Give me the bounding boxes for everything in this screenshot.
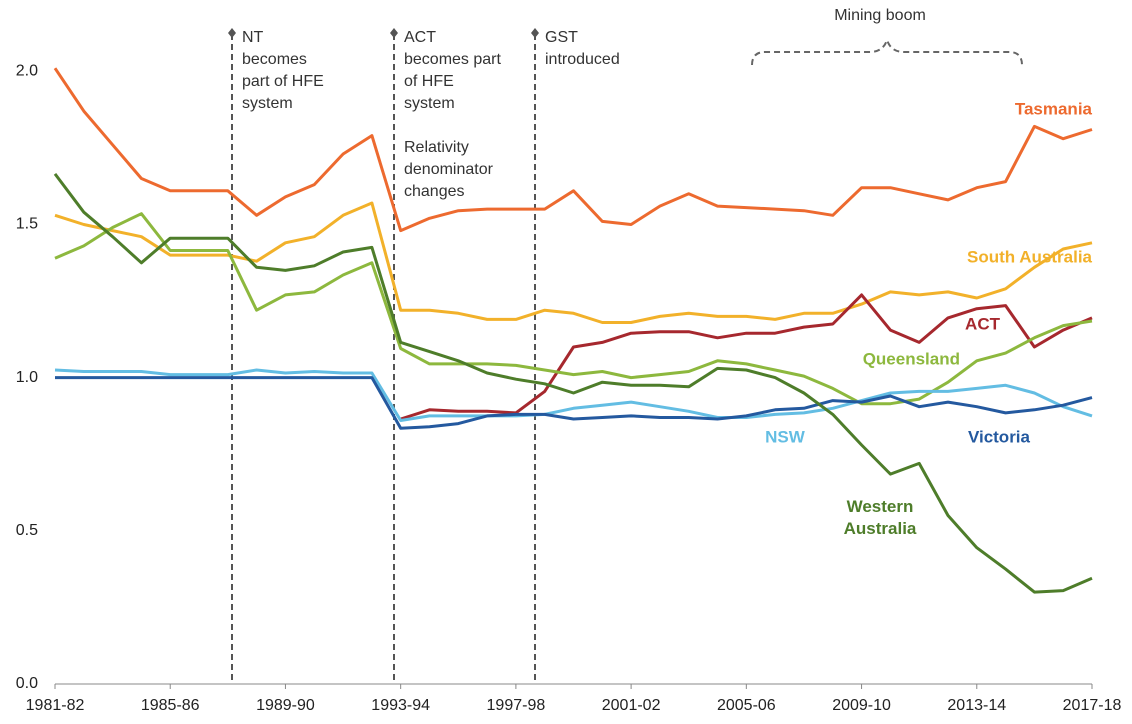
series-label: NSW (765, 427, 806, 446)
x-tick-label: 2017-18 (1063, 697, 1122, 714)
annotation-line: introduced (545, 51, 620, 68)
series-line (54, 201, 1093, 324)
event-marker (531, 28, 539, 38)
x-tick-label: 2013-14 (947, 697, 1006, 714)
series-line (54, 368, 1093, 422)
series-label: South Australia (967, 247, 1093, 266)
annotation-line: system (404, 95, 455, 112)
y-tick-label: 2.0 (16, 62, 38, 79)
series-label: Tasmania (1015, 99, 1093, 118)
annotation: GST introduced (545, 29, 620, 68)
event-marker (390, 28, 398, 38)
annotation-line: ACT (404, 29, 436, 46)
series-label: ACT (965, 314, 1001, 333)
x-tick-label: 2009-10 (832, 697, 891, 714)
annotation-line: system (242, 95, 293, 112)
annotation-line: becomes (242, 51, 307, 68)
annotation-line: NT (242, 29, 264, 46)
y-tick-label: 0.0 (16, 675, 38, 692)
annotation-line: denominator (404, 161, 494, 178)
series-line (54, 212, 1093, 406)
series-label: Queensland (863, 349, 960, 368)
annotation: NT becomes part of HFE system (242, 29, 324, 112)
annotation-line: of HFE (404, 73, 454, 90)
annotation-line: changes (404, 183, 465, 200)
series-line (55, 376, 1093, 430)
x-tick-label: 1981-82 (26, 697, 85, 714)
annotation-line: becomes part (404, 51, 501, 68)
series-label: Western Australia (844, 497, 917, 538)
x-tick-label: 2001-02 (602, 697, 661, 714)
series-label-line: Western (847, 497, 914, 516)
y-tick-label: 1.5 (16, 216, 38, 233)
series-line (53, 172, 1093, 594)
series-label: Victoria (968, 427, 1031, 446)
y-tick-label: 1.0 (16, 369, 38, 386)
x-tick-label: 1993-94 (371, 697, 430, 714)
annotation: Mining boom (834, 7, 926, 24)
annotation: ACT becomes part of HFE system Relativity den… (404, 29, 501, 200)
event-marker (228, 28, 236, 38)
x-tick-label: 2005-06 (717, 697, 776, 714)
series-label-line: Australia (844, 519, 917, 538)
x-tick-label: 1989-90 (256, 697, 315, 714)
x-tick-label: 1985-86 (141, 697, 200, 714)
y-tick-label: 0.5 (16, 522, 38, 539)
annotation-line: GST (545, 29, 578, 46)
annotation-line: part of HFE (242, 73, 324, 90)
annotation-line: Relativity (404, 139, 469, 156)
x-tick-label: 1997-98 (487, 697, 546, 714)
series-line (53, 67, 1093, 233)
bracket (751, 36, 1023, 66)
